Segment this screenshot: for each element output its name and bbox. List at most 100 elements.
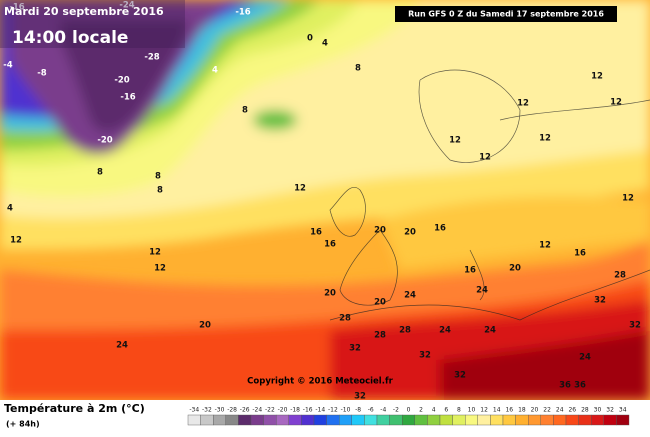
legend-swatch (427, 414, 441, 426)
temperature-label: 12 (154, 264, 166, 274)
temperature-label: 12 (10, 236, 22, 246)
legend-value: -6 (368, 407, 374, 414)
temperature-label: 36 (559, 381, 571, 391)
legend-swatch (616, 414, 630, 426)
legend-swatch (276, 414, 290, 426)
temperature-label: 12 (149, 248, 161, 258)
temperature-label: 16 (434, 224, 446, 234)
temperature-label: 24 (484, 326, 496, 336)
temperature-label: 24 (404, 291, 416, 301)
temperature-label: 8 (242, 106, 248, 116)
legend-value: 32 (606, 407, 614, 414)
legend-title: Température à 2m (°C) (4, 402, 145, 415)
legend-swatch (565, 414, 579, 426)
temperature-label: 4 (322, 39, 328, 49)
temperature-label: 32 (454, 371, 466, 381)
legend-swatch (414, 414, 428, 426)
legend-swatch (225, 414, 239, 426)
legend-swatch (313, 414, 327, 426)
legend-swatch (238, 414, 252, 426)
temperature-label: 24 (439, 326, 451, 336)
legend-value: 22 (543, 407, 551, 414)
legend-value: -14 (315, 407, 325, 414)
temperature-label: 8 (157, 186, 163, 196)
legend-value: 28 (581, 407, 589, 414)
temperature-label: 12 (517, 99, 529, 109)
legend-swatch (200, 414, 214, 426)
legend-swatch (515, 414, 529, 426)
temperature-label: 12 (622, 194, 634, 204)
legend-value: -34 (189, 407, 199, 414)
legend-swatch (603, 414, 617, 426)
temperature-label: 20 (374, 298, 386, 308)
temperature-label: 0 (307, 34, 313, 44)
temperature-label: -16 (235, 8, 250, 18)
legend-swatch (452, 414, 466, 426)
legend-value: 10 (468, 407, 476, 414)
temperature-label: -16 (120, 93, 135, 103)
legend-value: 34 (619, 407, 627, 414)
legend-value: -22 (265, 407, 275, 414)
legend-swatch (439, 414, 453, 426)
temperature-label: 16 (574, 249, 586, 259)
temperature-label: 28 (614, 271, 626, 281)
temperature-label: 12 (294, 184, 306, 194)
legend-scale: -34 -32 -30 -28 -26 -24 -22 -20 -18 -16 -14 -12 -10-… (187, 407, 630, 426)
legend-value: -10 (341, 407, 351, 414)
legend-swatch (339, 414, 353, 426)
legend-swatch (477, 414, 491, 426)
temperature-label: 12 (449, 136, 461, 146)
temperature-label: -24 (119, 1, 134, 11)
legend-value: -30 (215, 407, 225, 414)
legend-swatch (591, 414, 605, 426)
run-backdrop (395, 6, 617, 22)
temperature-label: -20 (114, 76, 129, 86)
legend-swatch (502, 414, 516, 426)
temperature-label: 32 (349, 344, 361, 354)
temperature-label: 24 (579, 353, 591, 363)
legend-swatch (288, 414, 302, 426)
temperature-label: 16 (464, 266, 476, 276)
legend-value: -16 (303, 407, 313, 414)
legend-swatch (553, 414, 567, 426)
legend-swatch (540, 414, 554, 426)
legend-value: 6 (444, 407, 448, 414)
copyright: Copyright © 2016 Meteociel.fr (247, 377, 393, 387)
legend-swatch (250, 414, 264, 426)
legend-value: 12 (480, 407, 488, 414)
legend-value: 20 (531, 407, 539, 414)
legend-swatch (528, 414, 542, 426)
legend-value: 18 (518, 407, 526, 414)
legend-swatch (326, 414, 340, 426)
temperature-label: 12 (591, 72, 603, 82)
legend-value: 30 (594, 407, 602, 414)
temperature-label: 28 (339, 314, 351, 324)
legend-value: 2 (419, 407, 423, 414)
legend-value: 0 (407, 407, 411, 414)
legend-swatch (364, 414, 378, 426)
temperature-label: 32 (354, 392, 366, 402)
temperature-label: 20 (404, 228, 416, 238)
legend-swatch (376, 414, 390, 426)
legend-value: -12 (328, 407, 338, 414)
legend-value: 14 (493, 407, 501, 414)
legend-value: 8 (457, 407, 461, 414)
legend-value: 26 (568, 407, 576, 414)
temperature-label: -8 (37, 69, 47, 79)
temperature-label: -16 (9, 3, 24, 13)
temperature-label: 28 (399, 326, 411, 336)
legend-value: -28 (227, 407, 237, 414)
temperature-label: 20 (199, 321, 211, 331)
legend-swatch (263, 414, 277, 426)
legend-swatch (490, 414, 504, 426)
temperature-label: 20 (509, 264, 521, 274)
legend-value: -8 (355, 407, 361, 414)
temperature-label: 20 (374, 226, 386, 236)
temperature-label: 12 (539, 241, 551, 251)
legend-value: -18 (290, 407, 300, 414)
legend-value: -26 (240, 407, 250, 414)
temperature-label: 24 (116, 341, 128, 351)
